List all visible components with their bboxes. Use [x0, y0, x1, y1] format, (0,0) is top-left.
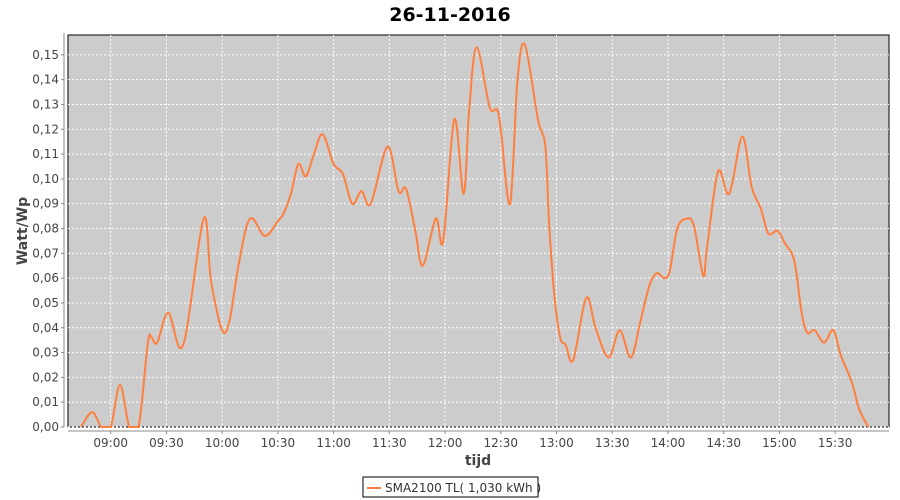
y-tick-label: 0,04 — [32, 321, 59, 335]
y-tick-label: 0,15 — [32, 48, 59, 62]
x-tick-label: 14:30 — [706, 436, 741, 450]
legend: SMA2100 TL( 1,030 kWh ) — [362, 476, 541, 498]
y-tick-label: 0,13 — [32, 97, 59, 111]
legend-label: SMA2100 TL( 1,030 kWh ) — [385, 481, 541, 495]
y-tick-label: 0,09 — [32, 197, 59, 211]
x-tick-label: 13:30 — [595, 436, 630, 450]
chart-title: 26-11-2016 — [389, 4, 511, 26]
y-tick-label: 0,10 — [32, 172, 59, 186]
y-tick-label: 0,12 — [32, 122, 59, 136]
x-tick-label: 09:00 — [93, 436, 128, 450]
y-tick-label: 0,07 — [32, 246, 59, 260]
y-axis: 0,00 0,01 0,02 0,03 0,04 0,05 0,06 0,07 0,08 0,09… — [32, 33, 65, 434]
x-tick-label: 11:00 — [316, 436, 351, 450]
legend-box — [362, 476, 539, 498]
y-axis-label: Watt/Wp — [15, 197, 31, 265]
x-tick-label: 15:30 — [818, 436, 853, 450]
grid-lines — [68, 35, 889, 428]
x-axis: 09:00 09:30 10:00 10:30 11:00 11:30 12:00 12:30… — [68, 430, 889, 450]
x-tick-label: 11:30 — [372, 436, 407, 450]
x-tick-label: 12:00 — [428, 436, 463, 450]
y-tick-label: 0,03 — [32, 346, 59, 360]
x-tick-label: 10:30 — [261, 436, 296, 450]
series-line — [80, 42, 870, 428]
x-tick-label: 12:30 — [483, 436, 518, 450]
x-tick-label: 14:00 — [651, 436, 686, 450]
x-tick-label: 13:00 — [539, 436, 574, 450]
x-axis-label: tijd — [465, 453, 491, 469]
x-tick-label: 15:00 — [762, 436, 797, 450]
y-tick-label: 0,01 — [32, 395, 59, 409]
y-tick-label: 0,05 — [32, 296, 59, 310]
y-tick-label: 0,08 — [32, 222, 59, 236]
y-tick-label: 0,11 — [32, 147, 59, 161]
y-tick-label: 0,02 — [32, 370, 59, 384]
x-tick-label: 09:30 — [149, 436, 184, 450]
x-tick-label: 10:00 — [205, 436, 240, 450]
y-tick-label: 0,00 — [32, 420, 59, 434]
plot-area — [67, 34, 890, 428]
y-tick-label: 0,14 — [32, 73, 59, 87]
y-tick-label: 0,06 — [32, 271, 59, 285]
